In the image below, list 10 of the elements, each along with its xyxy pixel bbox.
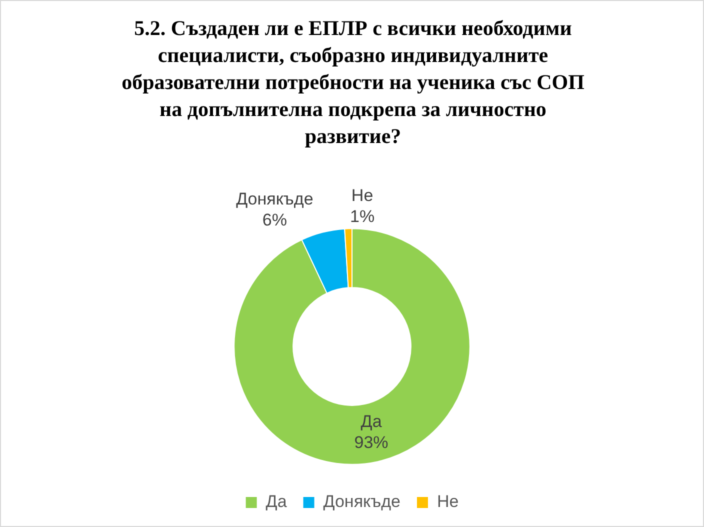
slice-label: Да [360, 412, 382, 431]
data-label: 93% [354, 432, 388, 452]
slice-label: Не [351, 186, 374, 205]
data-label: 1% [350, 206, 375, 226]
slice-label: Донякъде [236, 189, 314, 208]
data-label: 6% [262, 210, 287, 230]
chart-title: 5.2. Създаден ли е ЕПЛР с всички необходими специалисти, съобразно индивидуалните образователни потребности на ученика със СОП на допълнителна подкрепа за личностно развитие? [121, 15, 585, 150]
legend-label: Не [436, 492, 459, 512]
legend-label: Донякъде [323, 492, 400, 512]
legend-label: Да [266, 492, 288, 512]
